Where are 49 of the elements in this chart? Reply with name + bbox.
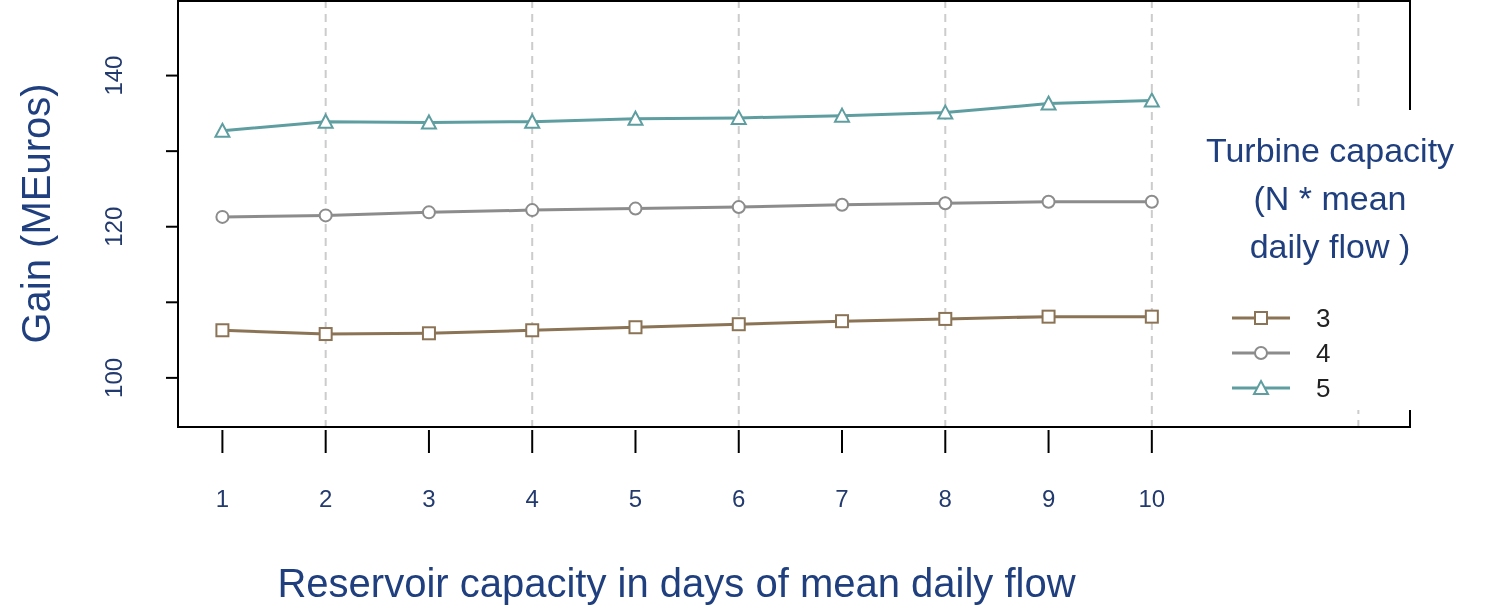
x-tick-label: 2	[319, 485, 333, 512]
point	[1144, 194, 1159, 209]
x-tick-label: 4	[525, 485, 539, 512]
legend-label: 3	[1316, 303, 1331, 333]
x-tick-label: 8	[938, 485, 952, 512]
point	[524, 113, 541, 129]
point	[938, 311, 953, 326]
point	[938, 196, 953, 211]
point	[1041, 194, 1056, 209]
legend-label: 4	[1316, 338, 1331, 368]
point	[318, 327, 333, 342]
point	[215, 323, 230, 338]
y-axis-title: Gain (MEuros)	[14, 83, 58, 344]
point	[215, 209, 230, 224]
point	[834, 107, 851, 123]
legend-label: 5	[1316, 373, 1331, 403]
point	[1040, 95, 1057, 111]
point	[421, 205, 436, 220]
point	[937, 104, 954, 120]
point	[731, 317, 746, 332]
y-tick-label: 120	[100, 206, 128, 247]
point	[731, 200, 746, 215]
point	[1143, 92, 1160, 108]
point	[627, 110, 644, 126]
y-tick-label: 140	[100, 55, 128, 96]
x-tick-label: 10	[1138, 485, 1166, 512]
point	[835, 197, 850, 212]
point	[317, 113, 334, 129]
x-tick-label: 5	[628, 485, 643, 512]
x-tick-label: 9	[1041, 485, 1056, 512]
point	[318, 208, 333, 223]
point	[214, 122, 231, 138]
legend-title: Turbine capacity (N * mean daily flow )	[1205, 131, 1455, 265]
point	[835, 314, 850, 329]
point	[1041, 309, 1056, 324]
point	[628, 320, 643, 335]
point	[730, 109, 747, 125]
y-tick-label: 100	[100, 357, 128, 398]
point	[1144, 309, 1159, 324]
x-tick-label: 3	[422, 485, 436, 512]
x-tick-label: 7	[835, 485, 849, 512]
point	[628, 201, 643, 216]
point	[421, 326, 436, 341]
x-axis-title: Reservoir capacity in days of mean daily flow	[277, 561, 1076, 605]
x-tick-label: 1	[215, 485, 230, 512]
point	[420, 114, 437, 130]
point	[525, 323, 540, 338]
point	[525, 203, 540, 218]
x-tick-label: 6	[732, 485, 746, 512]
